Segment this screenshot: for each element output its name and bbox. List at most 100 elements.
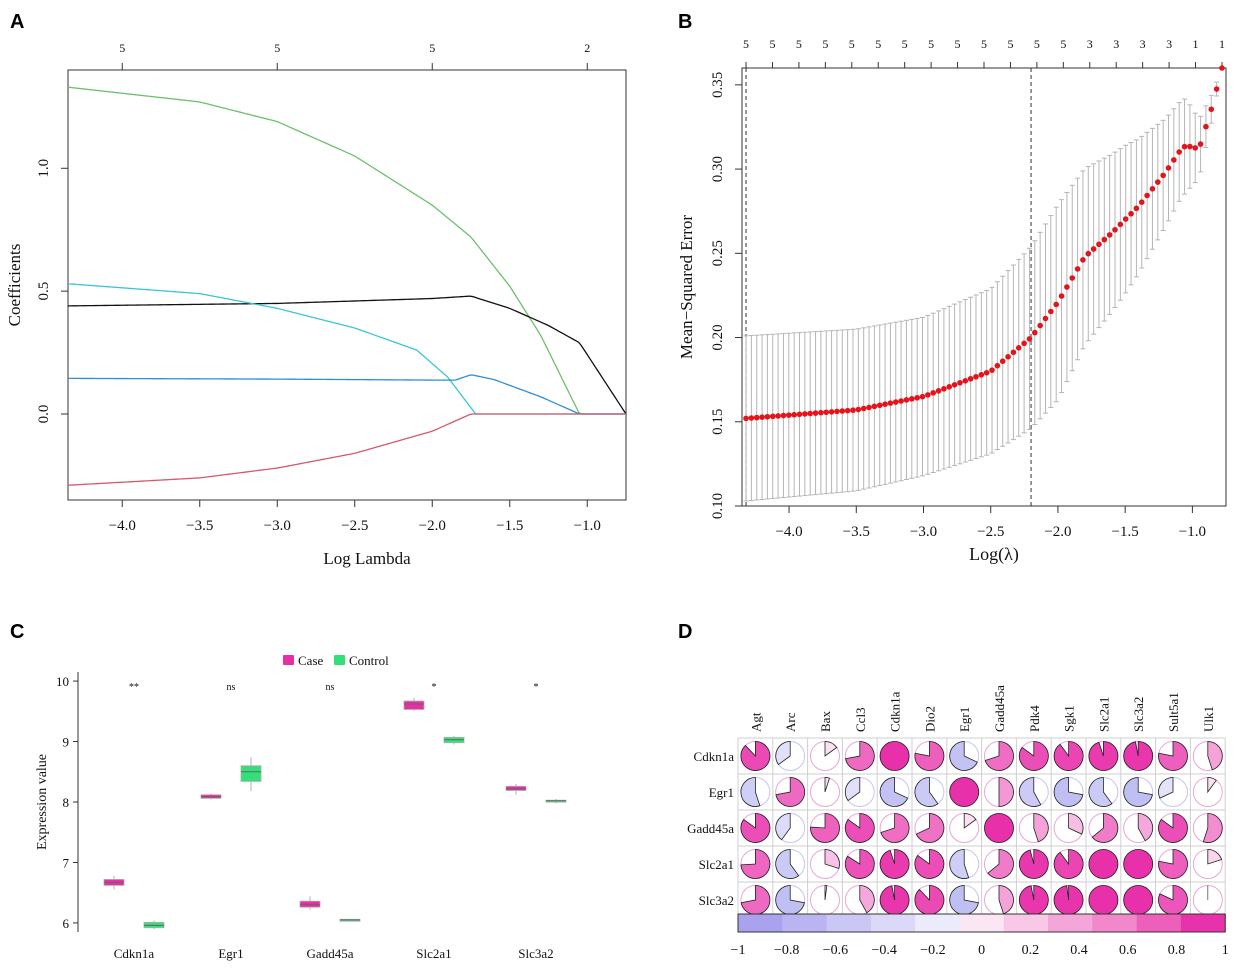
x-tick-label: −3.5	[186, 518, 213, 534]
coefficient-path-red	[67, 413, 626, 486]
pie-slice	[1088, 741, 1119, 771]
pie-slice	[740, 849, 771, 879]
mse-point	[860, 405, 867, 412]
y-tick-label: 0.20	[710, 324, 726, 350]
colorbar-bin	[1136, 914, 1182, 932]
mse-point	[1112, 226, 1118, 233]
colorbar-tick-label: 0.2	[1022, 943, 1040, 958]
mse-point	[1064, 284, 1070, 290]
pie-slice	[880, 813, 910, 843]
mse-point	[802, 411, 808, 417]
mse-point	[892, 399, 899, 405]
colorbar-bin	[1092, 914, 1138, 932]
mse-point	[1208, 106, 1215, 113]
mse-point	[1005, 353, 1011, 360]
row-label: Slc3a2	[699, 893, 734, 908]
top-axis-label: 5	[1034, 37, 1040, 51]
pie-slice	[963, 813, 977, 829]
column-label: Cdkn1a	[888, 691, 903, 732]
y-tick-label: 0.25	[710, 240, 726, 266]
column-label: Gadd45a	[992, 685, 1007, 732]
plot-frame	[741, 67, 1227, 507]
pie-slice	[914, 849, 945, 879]
pie-slice	[915, 813, 945, 843]
y-axis-title: Expression value	[35, 754, 50, 850]
top-axis-label: 5	[981, 37, 987, 51]
pie-slice	[1158, 777, 1174, 799]
mse-point	[935, 388, 942, 394]
pie-slice	[1053, 777, 1084, 807]
mse-point	[1117, 221, 1124, 228]
top-axis-label: 3	[1166, 37, 1172, 51]
mse-point	[882, 401, 888, 408]
x-tick-label: −2.0	[1044, 524, 1071, 540]
column-label: Bax	[818, 711, 833, 732]
mse-point	[1026, 336, 1033, 342]
coefficient-path-cyan	[67, 283, 626, 415]
row-label: Cdkn1a	[694, 749, 735, 764]
x-tick-label: −1.5	[1112, 524, 1139, 540]
mse-point	[812, 410, 819, 416]
colorbar-bin	[1003, 914, 1049, 932]
pie-slice	[1158, 849, 1188, 879]
top-axis-label: 5	[875, 37, 881, 51]
mse-point	[1149, 186, 1156, 192]
mse-point	[1080, 257, 1086, 263]
cv-error-chart: −4.0 −3.5 −3.0 −2.5 −2.0 −1.5 −1.0 0.10 0.15 0.20…	[677, 37, 1227, 565]
pie-slice	[1053, 885, 1084, 915]
legend-label: Control	[349, 653, 389, 668]
y-tick-label: 7	[63, 855, 70, 870]
top-axis-label: 5	[822, 37, 828, 51]
mse-point	[1015, 345, 1022, 351]
colorbar-bin	[959, 914, 1005, 932]
category-label: Slc2a1	[416, 946, 451, 961]
pie-slice	[998, 777, 1014, 807]
pie-slice	[949, 741, 978, 771]
mse-point	[850, 407, 856, 414]
x-tick-label: −2.0	[419, 518, 446, 534]
mse-point	[973, 373, 979, 380]
panel-c-label: C	[10, 621, 24, 643]
x-tick-label: −4.0	[109, 518, 136, 534]
colorbar-tick-label: 0.4	[1070, 943, 1088, 958]
colorbar-bin	[1048, 914, 1093, 932]
y-tick-label: 1.0	[36, 159, 52, 178]
top-axis-label: 2	[584, 41, 590, 55]
mse-point	[898, 398, 904, 404]
pie-slice	[844, 849, 875, 879]
pie-slice	[1158, 813, 1188, 843]
row-label: Egr1	[709, 785, 734, 800]
mse-point	[1037, 322, 1043, 329]
mse-point	[909, 396, 915, 402]
x-tick-label: −2.5	[977, 524, 1004, 540]
top-axis-label: 3	[1087, 37, 1093, 51]
colorbar-bin	[1180, 914, 1226, 932]
pie-slice	[984, 813, 1014, 843]
pie-slice	[1123, 885, 1154, 915]
mse-point	[1074, 266, 1081, 272]
pie-slice	[987, 849, 1014, 879]
mse-point	[903, 397, 910, 403]
mse-point	[1069, 275, 1076, 281]
mse-point	[989, 367, 995, 373]
pie-slice	[1018, 777, 1042, 807]
mse-point	[1053, 301, 1059, 308]
top-axis-label: 5	[769, 37, 775, 51]
pie-slice	[775, 777, 806, 807]
y-tick-label: 0.15	[710, 409, 726, 435]
x-tick-label: −1.5	[496, 518, 523, 534]
y-tick-label: 9	[63, 735, 70, 750]
colorbar-bin	[738, 914, 783, 932]
top-axis-label: 3	[1140, 37, 1146, 51]
coefficient-path-black	[67, 295, 627, 415]
pie-slice	[1123, 849, 1154, 879]
mse-point	[1106, 232, 1113, 238]
mse-point	[1085, 250, 1092, 257]
pie-slice	[1137, 813, 1154, 842]
column-label: Dio2	[922, 706, 937, 732]
colorbar-frame	[737, 913, 1226, 933]
colorbar-tick-label: −0.6	[823, 943, 848, 958]
y-tick-label: 6	[63, 916, 70, 931]
pie-slice	[949, 849, 970, 879]
coefficient-path-green	[67, 86, 626, 415]
